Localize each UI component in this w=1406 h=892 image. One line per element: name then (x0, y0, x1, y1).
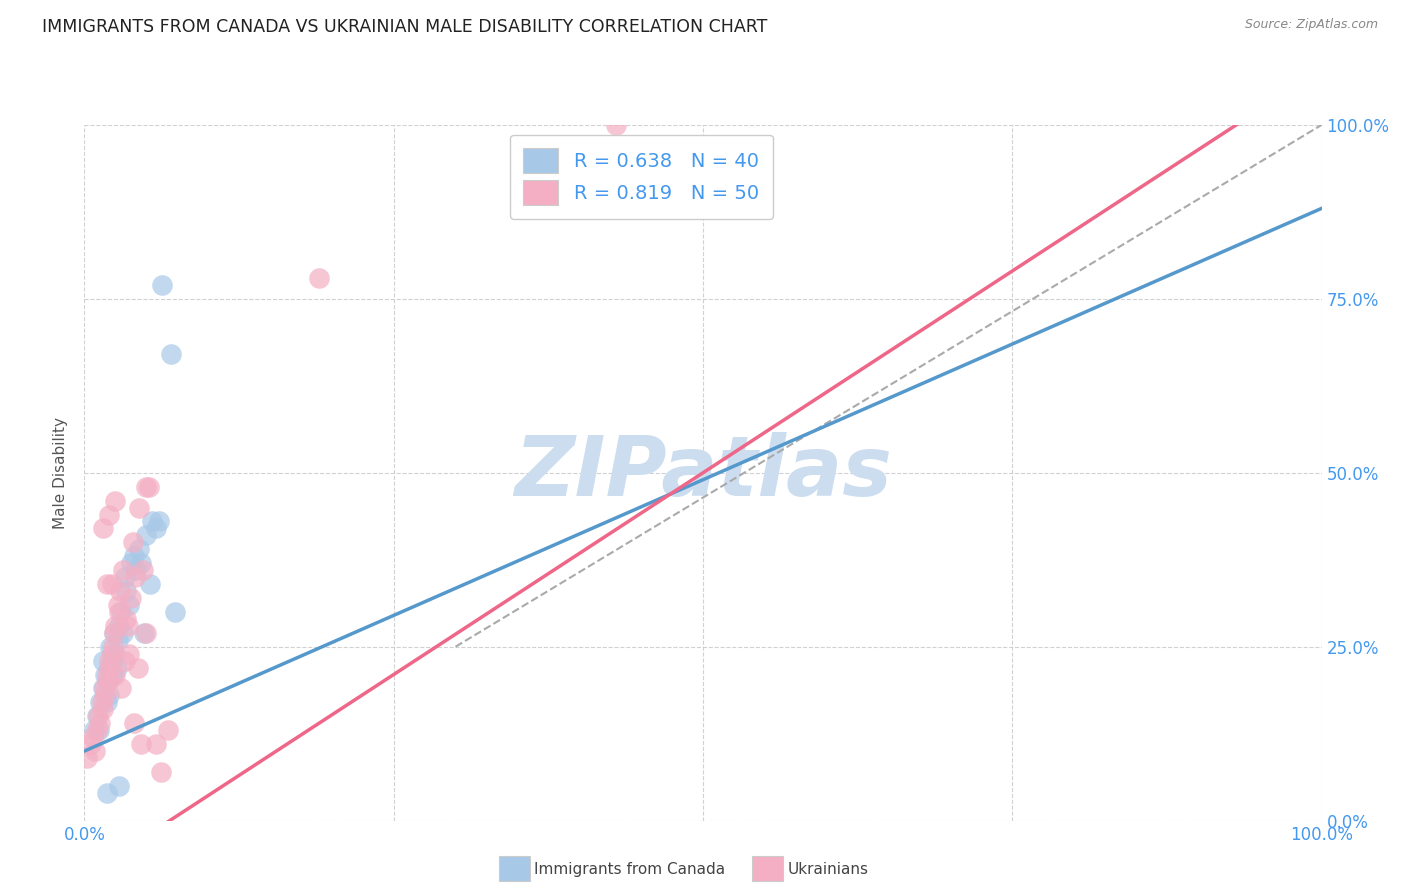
Point (96, 786, 118, 800)
Point (141, 515, 163, 529)
Point (150, 277, 173, 292)
Point (104, 493, 127, 508)
Point (131, 563, 153, 577)
Point (100, 647, 122, 661)
Point (605, 118, 627, 132)
Point (98, 660, 121, 674)
Point (96, 667, 118, 681)
Point (135, 480, 157, 494)
Point (124, 570, 146, 584)
Point (89, 716, 111, 731)
Point (129, 737, 152, 751)
Point (128, 542, 150, 557)
Point (308, 271, 330, 285)
Legend: R = 0.638   N = 40, R = 0.819   N = 50: R = 0.638 N = 40, R = 0.819 N = 50 (510, 135, 772, 219)
Point (117, 619, 139, 633)
Point (105, 660, 128, 674)
Point (87, 709, 110, 723)
Point (91, 681, 114, 696)
Point (135, 528, 157, 542)
Point (121, 535, 143, 549)
Y-axis label: Male Disability: Male Disability (53, 417, 69, 529)
Point (145, 737, 167, 751)
Point (86, 709, 108, 723)
Text: Ukrainians: Ukrainians (787, 863, 869, 877)
Point (122, 549, 145, 564)
Point (120, 591, 142, 605)
Point (89, 723, 111, 738)
Point (93, 681, 115, 696)
Point (110, 584, 132, 599)
Point (160, 347, 183, 361)
Point (129, 556, 152, 570)
Point (115, 612, 138, 626)
Point (98, 660, 121, 674)
Point (139, 577, 162, 591)
Point (122, 716, 145, 731)
Point (104, 619, 127, 633)
Point (83, 723, 105, 738)
Point (163, 605, 186, 619)
Point (135, 625, 157, 640)
Point (96, 577, 118, 591)
Point (108, 779, 131, 793)
Point (108, 619, 131, 633)
Point (111, 625, 134, 640)
Point (108, 605, 131, 619)
Point (91, 521, 114, 535)
Point (90, 695, 112, 709)
Point (94, 689, 117, 703)
Point (114, 570, 136, 584)
Point (79, 737, 101, 751)
Point (110, 605, 132, 619)
Point (120, 556, 142, 570)
Point (98, 689, 121, 703)
Point (132, 625, 155, 640)
Point (91, 702, 114, 716)
Point (82, 730, 104, 744)
Text: ZIPatlas: ZIPatlas (515, 433, 891, 513)
Point (128, 500, 150, 515)
Point (107, 632, 129, 647)
Point (94, 667, 117, 681)
Point (84, 744, 107, 758)
Point (125, 563, 148, 577)
Point (104, 647, 127, 661)
Point (115, 584, 138, 599)
Point (98, 640, 121, 654)
Point (150, 764, 173, 779)
Point (127, 660, 149, 674)
Point (118, 647, 141, 661)
Point (118, 598, 141, 612)
Point (100, 654, 122, 668)
Point (145, 521, 167, 535)
Point (76, 751, 98, 765)
Point (91, 654, 114, 668)
Point (104, 667, 127, 681)
Text: IMMIGRANTS FROM CANADA VS UKRAINIAN MALE DISABILITY CORRELATION CHART: IMMIGRANTS FROM CANADA VS UKRAINIAN MALE… (42, 18, 768, 36)
Point (89, 695, 111, 709)
Point (138, 480, 160, 494)
Point (110, 681, 132, 696)
Point (101, 640, 124, 654)
Point (103, 625, 125, 640)
Text: Immigrants from Canada: Immigrants from Canada (534, 863, 725, 877)
Point (157, 723, 180, 738)
Text: Source: ZipAtlas.com: Source: ZipAtlas.com (1244, 18, 1378, 31)
Point (98, 508, 121, 522)
Point (96, 695, 118, 709)
Point (100, 577, 122, 591)
Point (86, 723, 108, 738)
Point (114, 654, 136, 668)
Point (107, 598, 129, 612)
Point (103, 625, 125, 640)
Point (97, 674, 120, 689)
Point (98, 654, 121, 668)
Point (97, 674, 120, 689)
Point (111, 563, 134, 577)
Point (101, 667, 124, 681)
Point (148, 515, 170, 529)
